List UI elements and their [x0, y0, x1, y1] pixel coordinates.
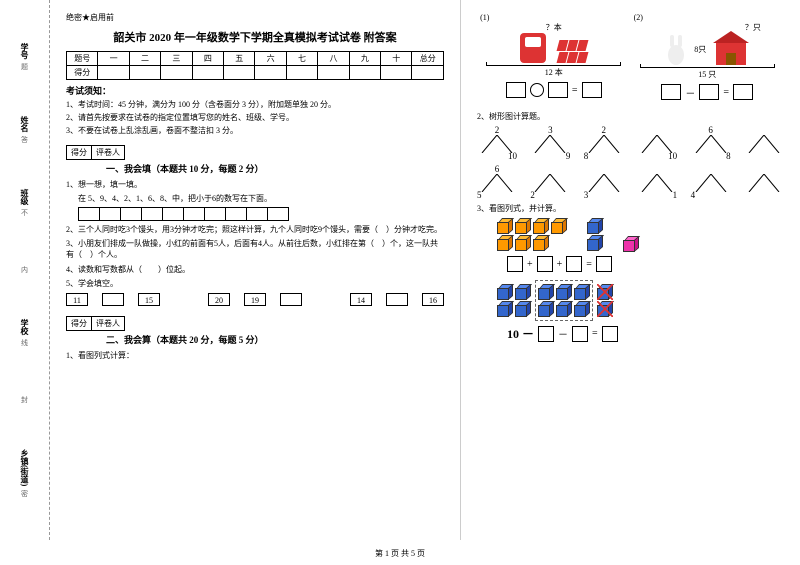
brace-label: 12 本	[486, 65, 621, 78]
cube-group-2	[497, 280, 784, 321]
equation-sub: 10 －－=	[507, 325, 784, 342]
number-sequence: 11 15 20 19 14 16	[66, 293, 444, 306]
equation-add: ++=	[507, 256, 784, 272]
spine-item: 学校线	[19, 319, 30, 346]
spine-item: 学号题	[19, 43, 30, 70]
binding-spine: 学号题 姓名答 班级不 内 学校线 封 乡镇(街道)密	[0, 0, 50, 540]
picture-problem-1: (1) ？本 12 本 =	[480, 12, 627, 108]
score-table: 题号 一 二 三 四 五 六 七 八 九 十 总分 得分	[66, 51, 444, 80]
right-column: (1) ？本 12 本 = (2) ？只	[461, 0, 800, 540]
spine-item: 内	[20, 262, 30, 273]
rabbit-icon	[668, 45, 684, 65]
score-header: 题号	[67, 52, 98, 66]
equation-row: =	[480, 82, 627, 98]
section-scorebox: 得分 评卷人	[66, 316, 125, 331]
confidential-label: 绝密★启用前	[66, 12, 444, 23]
q1-line: 在 5、9、4、2、1、6、8、中，把小于6的数写在下面。	[78, 193, 444, 204]
q1-intro: 1、想一想，填一填。	[66, 179, 444, 190]
q4: 4、读数和写数都从（ ）位起。	[66, 264, 444, 275]
spine-item: 姓名答	[19, 116, 30, 143]
backpack-icon	[520, 33, 546, 63]
answer-cells	[78, 207, 444, 221]
notice-line: 1、考试时间：45 分钟，满分为 100 分（含卷面分 3 分），附加题单独 2…	[66, 99, 444, 110]
brace-label: 15 只	[640, 67, 775, 80]
left-column: 绝密★启用前 韶关市 2020 年一年级数学下学期全真模拟考试试卷 附答案 题号…	[50, 0, 461, 540]
section2-title: 二、我会算（本题共 20 分，每题 5 分）	[106, 333, 444, 346]
score-row-label: 得分	[67, 66, 98, 80]
equation-row: －=	[634, 84, 781, 100]
flags-icon	[558, 40, 587, 63]
cube-group-1	[497, 217, 784, 252]
q2-title: 2、树形图计算题。	[477, 111, 784, 122]
notice-line: 2、请首先按要求在试卷的指定位置填写您的姓名、班级、学号。	[66, 112, 444, 123]
notice-heading: 考试须知：	[66, 84, 444, 97]
tree-row-1: 210 39 28 10 68	[477, 125, 784, 161]
section-scorebox: 得分 评卷人	[66, 145, 125, 160]
q3: 3、小朋友们排成一队做操，小红的前面有5人，后面有4人。从前往后数，小红排在第（…	[66, 238, 444, 260]
spine-item: 封	[20, 392, 30, 403]
exam-title: 韶关市 2020 年一年级数学下学期全真模拟考试试卷 附答案	[66, 29, 444, 45]
section1-title: 一、我会填（本题共 10 分，每题 2 分）	[106, 162, 444, 175]
spine-item: 班级不	[19, 189, 30, 216]
house-icon	[716, 41, 746, 65]
spine-item: 乡镇(街道)密	[19, 449, 30, 497]
q2-1: 1、看图列式计算：	[66, 350, 444, 361]
notices: 1、考试时间：45 分钟，满分为 100 分（含卷面分 3 分），附加题单独 2…	[66, 99, 444, 137]
q5: 5、学会填空。	[66, 278, 444, 289]
q2: 2、三个人同时吃3个馒头，用3分钟才吃完；照这样计算，九个人同时吃9个馒头，需要…	[66, 224, 444, 235]
tree-row-2: 65 2 3 1 4	[477, 164, 784, 200]
picture-problem-2: (2) ？只 8只 15 只 －=	[634, 12, 781, 108]
notice-line: 3、不要在试卷上乱涂乱画，卷面不整洁扣 3 分。	[66, 125, 444, 136]
q3-title: 3、看图列式，并计算。	[477, 203, 784, 214]
page-footer: 第 1 页 共 5 页	[0, 548, 800, 559]
